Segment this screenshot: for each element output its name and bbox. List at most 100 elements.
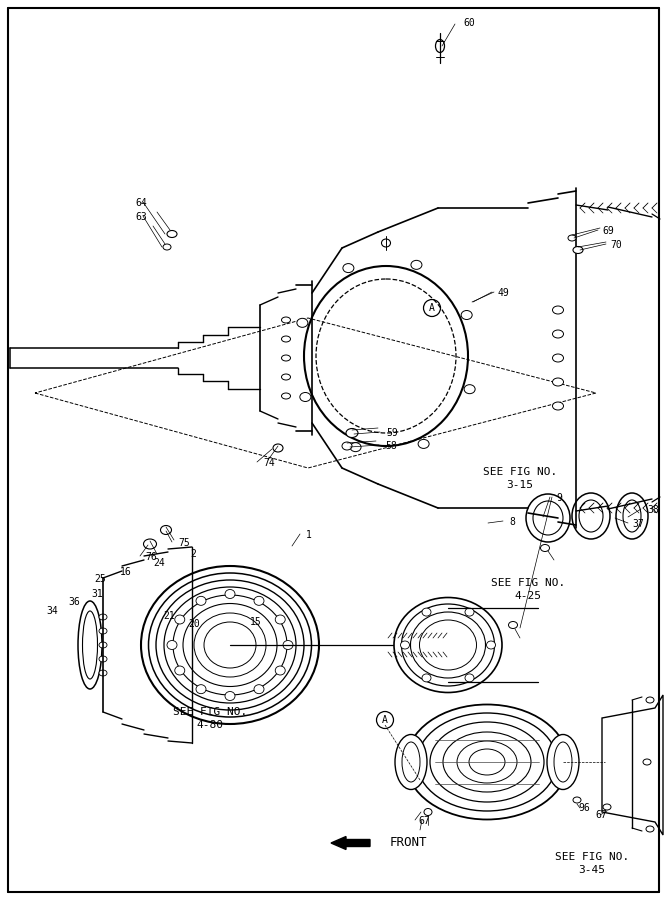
Text: 24: 24 — [153, 558, 165, 568]
Ellipse shape — [342, 442, 352, 450]
Ellipse shape — [167, 230, 177, 238]
Ellipse shape — [297, 319, 308, 328]
Ellipse shape — [281, 355, 291, 361]
Ellipse shape — [283, 641, 293, 650]
Text: 60: 60 — [463, 18, 475, 28]
Ellipse shape — [406, 705, 568, 820]
Ellipse shape — [141, 566, 319, 724]
Ellipse shape — [183, 604, 277, 687]
Ellipse shape — [164, 587, 296, 703]
Text: 4-80: 4-80 — [197, 720, 223, 730]
Ellipse shape — [281, 336, 291, 342]
Ellipse shape — [254, 597, 264, 606]
Text: 67: 67 — [595, 810, 607, 820]
Text: 15: 15 — [250, 617, 261, 627]
Ellipse shape — [99, 628, 107, 634]
Text: 76: 76 — [145, 552, 157, 562]
Ellipse shape — [196, 597, 206, 606]
Ellipse shape — [573, 247, 583, 254]
Ellipse shape — [175, 666, 185, 675]
Ellipse shape — [418, 439, 429, 448]
Ellipse shape — [552, 402, 564, 410]
Ellipse shape — [99, 670, 107, 676]
Ellipse shape — [508, 622, 518, 628]
Ellipse shape — [99, 614, 107, 620]
Ellipse shape — [469, 749, 505, 775]
Ellipse shape — [568, 235, 576, 241]
Ellipse shape — [422, 674, 431, 682]
Ellipse shape — [552, 330, 564, 338]
Text: FRONT: FRONT — [390, 836, 428, 849]
Ellipse shape — [573, 797, 581, 803]
Text: 64: 64 — [135, 198, 147, 208]
Ellipse shape — [275, 666, 285, 675]
Text: 4-25: 4-25 — [514, 591, 542, 601]
Ellipse shape — [646, 697, 654, 703]
Text: 1: 1 — [306, 530, 312, 540]
Ellipse shape — [402, 742, 420, 782]
Ellipse shape — [281, 393, 291, 399]
Ellipse shape — [275, 615, 285, 624]
Ellipse shape — [461, 310, 472, 320]
Ellipse shape — [552, 306, 564, 314]
Text: 3-15: 3-15 — [506, 480, 534, 490]
Ellipse shape — [603, 804, 611, 810]
Text: 9: 9 — [556, 493, 562, 503]
Ellipse shape — [281, 317, 291, 323]
Text: 37: 37 — [632, 519, 644, 529]
Ellipse shape — [83, 611, 97, 679]
Ellipse shape — [420, 620, 476, 670]
Ellipse shape — [204, 622, 256, 668]
FancyArrow shape — [331, 836, 370, 850]
Ellipse shape — [99, 642, 107, 648]
Text: SEE FIG NO.: SEE FIG NO. — [173, 707, 247, 717]
Text: 70: 70 — [610, 240, 622, 250]
Ellipse shape — [382, 239, 390, 247]
Ellipse shape — [411, 260, 422, 269]
Ellipse shape — [395, 734, 427, 789]
Ellipse shape — [486, 641, 496, 649]
Text: SEE FIG NO.: SEE FIG NO. — [483, 467, 557, 477]
Ellipse shape — [161, 526, 171, 535]
Ellipse shape — [225, 691, 235, 700]
Ellipse shape — [646, 826, 654, 832]
Ellipse shape — [417, 713, 557, 811]
Ellipse shape — [149, 573, 311, 717]
Text: 38: 38 — [647, 505, 659, 515]
Ellipse shape — [173, 595, 287, 695]
Ellipse shape — [196, 685, 206, 694]
Ellipse shape — [194, 613, 266, 677]
Ellipse shape — [394, 598, 502, 692]
Ellipse shape — [552, 378, 564, 386]
Text: 8: 8 — [509, 517, 515, 527]
Ellipse shape — [465, 674, 474, 682]
Text: A: A — [382, 715, 388, 725]
Text: 2: 2 — [190, 549, 196, 559]
Ellipse shape — [156, 580, 304, 710]
Ellipse shape — [163, 244, 171, 250]
Text: 25: 25 — [94, 574, 106, 584]
Ellipse shape — [547, 734, 579, 789]
Text: 16: 16 — [120, 567, 132, 577]
Ellipse shape — [424, 808, 432, 815]
Ellipse shape — [422, 608, 431, 617]
Ellipse shape — [540, 544, 550, 552]
Ellipse shape — [457, 741, 517, 783]
Ellipse shape — [554, 742, 572, 782]
Ellipse shape — [436, 40, 444, 52]
Ellipse shape — [552, 354, 564, 362]
Ellipse shape — [346, 428, 358, 437]
Text: SEE FIG NO.: SEE FIG NO. — [555, 852, 629, 862]
Ellipse shape — [400, 641, 410, 649]
Text: 31: 31 — [91, 589, 103, 599]
Text: 49: 49 — [498, 288, 510, 298]
Ellipse shape — [99, 656, 107, 662]
Ellipse shape — [465, 608, 474, 617]
Text: 74: 74 — [263, 458, 275, 468]
Ellipse shape — [464, 384, 475, 393]
Text: 3-45: 3-45 — [578, 865, 606, 875]
Ellipse shape — [175, 615, 185, 624]
Ellipse shape — [225, 590, 235, 598]
Text: 75: 75 — [178, 538, 189, 548]
Ellipse shape — [410, 612, 486, 678]
